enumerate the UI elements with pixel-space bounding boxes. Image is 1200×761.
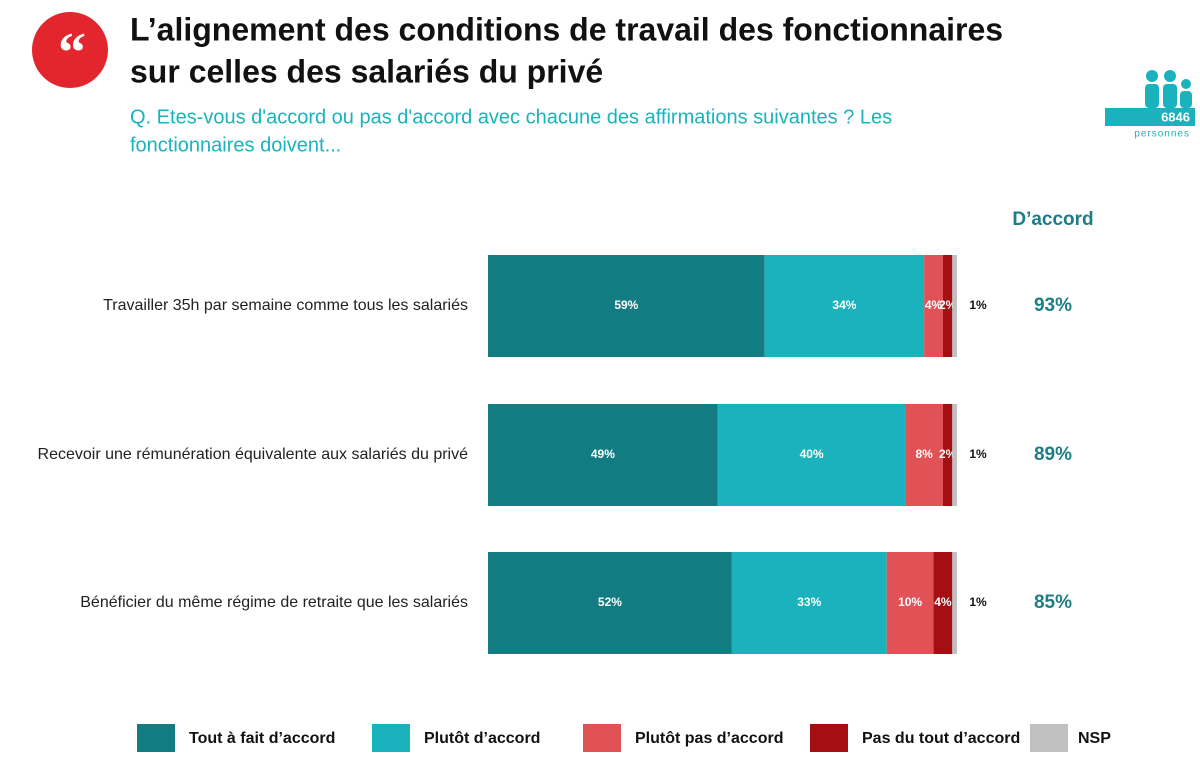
value-label: 1% (969, 595, 987, 609)
bar-segment (952, 552, 957, 654)
subtitle: Q. Etes-vous d'accord ou pas d'accord av… (130, 106, 892, 128)
value-label: 4% (925, 298, 943, 312)
legend-swatch (810, 724, 848, 752)
bar-segment (886, 552, 934, 654)
value-label: 4% (934, 595, 952, 609)
legend-label: Pas du tout d’accord (862, 730, 1020, 747)
value-label: 2% (939, 447, 957, 461)
badge-text: personnes (1134, 129, 1190, 140)
badge-number: 6846 (1161, 109, 1190, 124)
quote-icon (32, 12, 108, 88)
bar-segment (488, 404, 718, 506)
legend-swatch (1030, 724, 1068, 752)
legend-swatch (583, 724, 621, 752)
legend-label: Plutôt d’accord (424, 730, 540, 747)
agree-value: 93% (1034, 295, 1072, 316)
bar-segment (952, 404, 957, 506)
agree-value: 89% (1034, 444, 1072, 465)
people-icon (1145, 70, 1192, 108)
category-label: Travailler 35h par semaine comme tous le… (103, 297, 468, 314)
legend-label: NSP (1078, 730, 1111, 747)
value-label: 1% (969, 298, 987, 312)
bar-segment (924, 255, 943, 357)
value-label: 8% (915, 447, 933, 461)
value-label: 59% (614, 298, 638, 312)
legend-swatch (137, 724, 175, 752)
bar-segment (764, 255, 925, 357)
bar-segment (488, 552, 732, 654)
bar-segment (717, 404, 906, 506)
bar-segment (942, 404, 953, 506)
value-label: 49% (591, 447, 615, 461)
value-label: 33% (797, 595, 821, 609)
value-label: 2% (939, 298, 957, 312)
subtitle: fonctionnaires doivent... (130, 134, 341, 156)
bar-segment (905, 404, 943, 506)
bar-segment (942, 255, 953, 357)
value-label: 1% (969, 447, 987, 461)
quote-mark: “ (58, 22, 86, 84)
title: L’alignement des conditions de travail d… (130, 11, 1003, 47)
agree-header: D’accord (1012, 209, 1093, 230)
legend-swatch (372, 724, 410, 752)
legend-label: Tout à fait d’accord (189, 730, 335, 747)
value-label: 34% (832, 298, 856, 312)
badge (1105, 108, 1195, 126)
agree-value: 85% (1034, 592, 1072, 613)
category-label: Recevoir une rémunération équivalente au… (37, 446, 468, 463)
bar-segment (488, 255, 765, 357)
value-label: 52% (598, 595, 622, 609)
legend-label: Plutôt pas d’accord (635, 730, 783, 747)
category-label: Bénéficier du même régime de retraite qu… (80, 594, 468, 611)
value-label: 10% (898, 595, 922, 609)
title: sur celles des salariés du privé (130, 53, 603, 89)
value-label: 40% (800, 447, 824, 461)
bar-segment (731, 552, 887, 654)
bar-segment (933, 552, 953, 654)
bar-segment (952, 255, 957, 357)
